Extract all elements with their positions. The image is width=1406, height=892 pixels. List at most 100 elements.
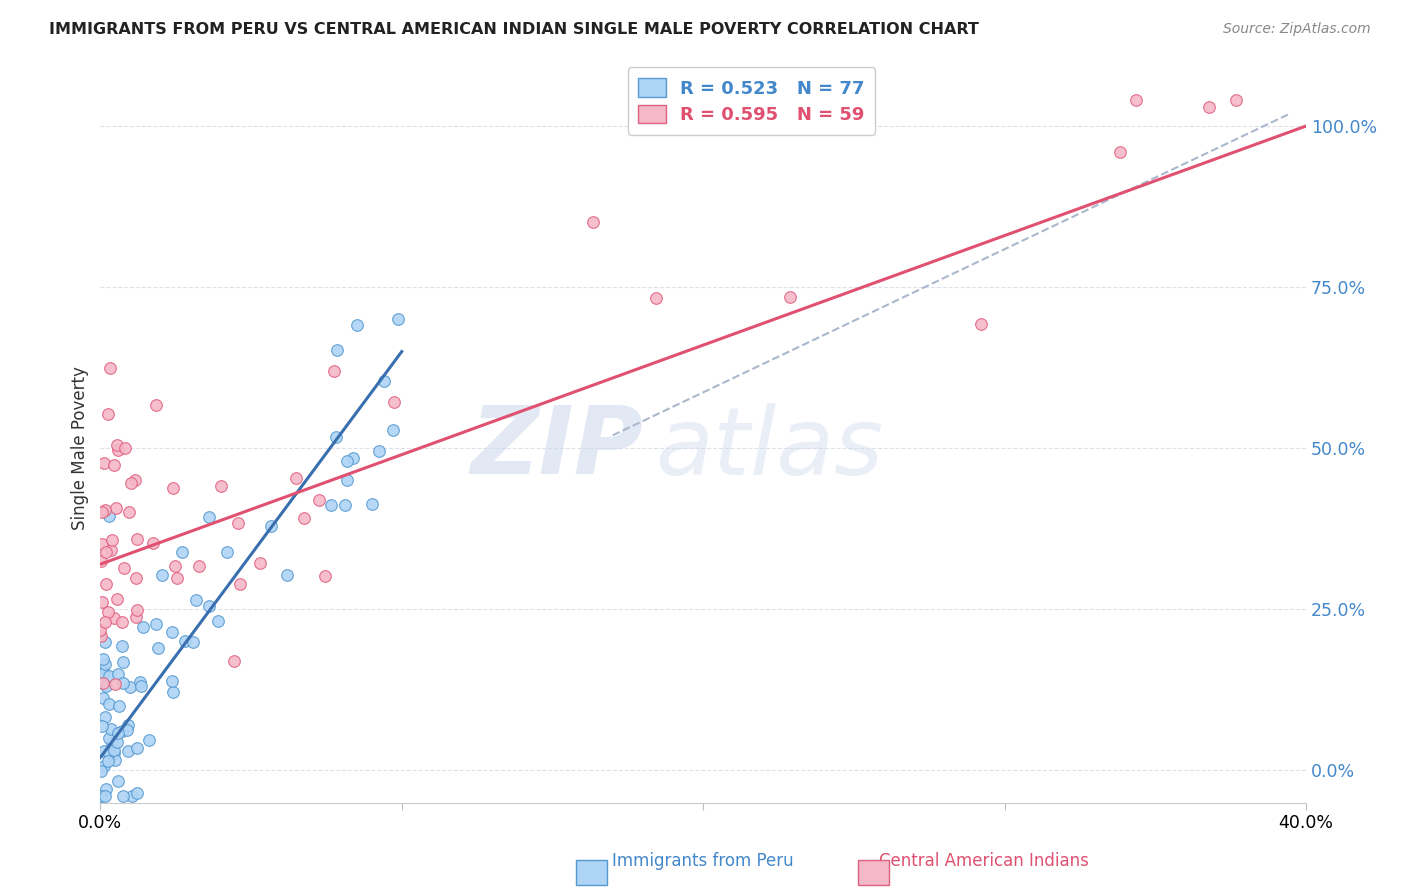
Point xyxy=(104,677,127,691)
Text: IMMIGRANTS FROM PERU VS CENTRAL AMERICAN INDIAN SINGLE MALE POVERTY CORRELATION : IMMIGRANTS FROM PERU VS CENTRAL AMERICAN… xyxy=(49,22,979,37)
Point xyxy=(160,625,183,640)
Point xyxy=(94,781,117,796)
Point xyxy=(90,553,112,567)
Point xyxy=(132,620,155,634)
Point xyxy=(382,395,405,409)
Legend: R = 0.523   N = 77, R = 0.595   N = 59: R = 0.523 N = 77, R = 0.595 N = 59 xyxy=(627,68,875,135)
Point xyxy=(90,789,112,804)
Point xyxy=(111,723,134,738)
Point xyxy=(93,759,115,773)
Point xyxy=(184,593,207,607)
Point xyxy=(387,312,409,326)
Point xyxy=(103,610,125,624)
Point xyxy=(323,364,346,378)
Point xyxy=(105,735,128,749)
Point xyxy=(94,615,117,629)
Point xyxy=(125,571,148,585)
Point xyxy=(162,684,184,698)
Point xyxy=(118,505,141,519)
Point xyxy=(166,571,188,585)
Point xyxy=(187,559,209,574)
Point xyxy=(100,543,122,558)
Point xyxy=(1198,100,1220,114)
Point xyxy=(336,473,359,487)
Point xyxy=(94,657,117,672)
Point xyxy=(97,731,120,745)
Point xyxy=(93,665,115,680)
Point xyxy=(105,500,128,515)
Point xyxy=(145,398,167,412)
Point xyxy=(1225,93,1247,107)
Point xyxy=(326,343,349,358)
Point xyxy=(93,744,115,758)
Point xyxy=(292,511,315,525)
Point xyxy=(360,498,382,512)
Point xyxy=(91,691,114,706)
Point xyxy=(94,789,117,804)
Point xyxy=(111,639,134,653)
Point xyxy=(117,744,139,758)
Point xyxy=(197,599,219,613)
Point xyxy=(107,725,129,739)
Point xyxy=(98,360,121,375)
Point xyxy=(103,746,125,760)
Point xyxy=(150,568,173,582)
Point xyxy=(115,723,138,737)
Point xyxy=(138,733,160,747)
Point xyxy=(970,317,993,331)
Point xyxy=(100,533,122,548)
Point xyxy=(319,499,342,513)
Point xyxy=(145,617,167,632)
Point xyxy=(368,443,391,458)
Point xyxy=(209,479,232,493)
Point xyxy=(346,318,368,333)
Point xyxy=(117,718,139,732)
Point xyxy=(249,556,271,570)
Point xyxy=(97,669,120,683)
Point xyxy=(91,595,114,609)
Point xyxy=(100,723,122,737)
Point xyxy=(226,516,249,530)
Point xyxy=(93,651,115,665)
Point xyxy=(142,536,165,550)
Point xyxy=(94,545,117,559)
Point xyxy=(121,789,143,804)
Point xyxy=(382,423,405,437)
Point xyxy=(90,789,112,804)
Point xyxy=(124,473,146,487)
Text: Central American Indians: Central American Indians xyxy=(879,852,1090,870)
Point xyxy=(104,753,127,767)
Point xyxy=(125,740,148,755)
Point xyxy=(129,679,152,693)
Point xyxy=(90,764,112,778)
Point xyxy=(285,471,308,485)
Point xyxy=(107,442,129,457)
Point xyxy=(645,291,668,305)
Point xyxy=(325,430,347,444)
Point xyxy=(98,747,121,761)
Point xyxy=(97,754,120,768)
Point xyxy=(276,567,298,582)
Point xyxy=(165,559,187,574)
Point xyxy=(105,438,128,452)
Point xyxy=(112,789,135,804)
Point xyxy=(107,667,129,681)
Point xyxy=(89,623,111,637)
Point xyxy=(94,503,117,517)
Point xyxy=(97,407,120,421)
Point xyxy=(111,615,134,629)
Point xyxy=(173,634,195,648)
Point xyxy=(127,786,149,800)
Point xyxy=(129,675,152,690)
Point xyxy=(118,681,141,695)
Point xyxy=(114,441,136,455)
Point xyxy=(308,493,330,508)
Point xyxy=(222,654,245,668)
Point xyxy=(336,453,359,467)
Point xyxy=(94,709,117,723)
Point xyxy=(112,561,135,575)
Point xyxy=(107,773,129,788)
Point xyxy=(314,569,336,583)
Point xyxy=(94,635,117,649)
Point xyxy=(779,290,801,304)
